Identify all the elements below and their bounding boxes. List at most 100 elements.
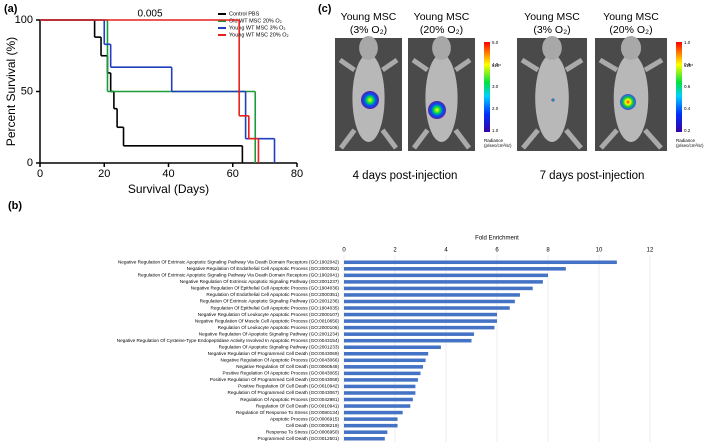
- bar: [344, 430, 388, 434]
- colorbar-tick: 5.0: [492, 40, 499, 45]
- luminescence-signal: [551, 98, 555, 102]
- x-tick-label: 10: [596, 248, 603, 254]
- bar: [344, 280, 543, 284]
- legend-label: Young WT MSC 20% O₂: [229, 32, 289, 38]
- annotation: 0.005: [137, 9, 162, 20]
- caption: 4 days post-injection: [353, 170, 458, 182]
- luminescence-signal: [428, 101, 446, 119]
- category-label: Regulation Of Cell Death (GO:0010941): [256, 403, 340, 408]
- category-label: Regulation Of Extrinsic Apoptotic Signal…: [138, 273, 340, 278]
- bar: [344, 306, 510, 310]
- colorbar-unit: Radiance: [484, 138, 504, 143]
- x-tick-label: 40: [162, 168, 174, 180]
- category-label: Regulation Of Programmed Cell Death (GO:…: [227, 390, 339, 395]
- colorbar-exponent: x10⁸: [684, 63, 693, 68]
- category-label: Negative Regulation Of Leukocyte Apoptot…: [198, 312, 340, 317]
- category-label: Apoptotic Process (GO:0006915): [270, 416, 339, 421]
- category-label: Positive Regulation Of Cell Death (GO:00…: [238, 384, 339, 389]
- mouse-leg: [381, 57, 399, 73]
- x-tick-label: 0: [342, 248, 346, 254]
- category-label: Regulation Of Epithelial Cell Apoptotic …: [211, 305, 340, 310]
- mouse-leg: [598, 57, 619, 73]
- category-label: Negative Regulation Of Endothelial Cell …: [187, 266, 340, 271]
- colorbar-unit: (p/sec/cm²/sr): [676, 143, 704, 148]
- mouse-head: [542, 36, 562, 60]
- category-label: Regulation Of Apoptotic Process (GO:0042…: [240, 397, 339, 402]
- x-tick-label: 8: [546, 248, 550, 254]
- category-label: Negative Regulation Of Apoptotic Process…: [220, 358, 339, 363]
- y-tick-label: 0: [27, 157, 33, 169]
- category-label: Response To Stress (GO:0006950): [266, 429, 340, 434]
- mouse-leg: [599, 128, 619, 150]
- y-tick-label: 100: [15, 14, 33, 26]
- bar: [344, 260, 617, 265]
- mouse-leg: [564, 57, 584, 73]
- category-label: Regulation Of Endothelial Cell Apoptotic…: [206, 292, 339, 297]
- bar: [344, 365, 424, 369]
- colorbar-unit: (p/sec/cm²/sr): [484, 143, 512, 148]
- bar: [344, 273, 548, 278]
- bar: [344, 338, 472, 343]
- colorbar: [676, 42, 682, 132]
- image-subtitle: (20% O₂): [609, 24, 652, 36]
- category-label: Negative Regulation Of Apoptotic Signali…: [199, 331, 340, 336]
- category-label: Negative Regulation Of Cell Death (GO:00…: [236, 364, 339, 369]
- image-title: Young MSC: [341, 11, 397, 23]
- mouse-leg: [339, 128, 357, 150]
- category-label: Negative Regulation Of Muscle Cell Apopt…: [195, 318, 340, 323]
- mouse-head: [432, 36, 451, 60]
- panel-label: (c): [318, 3, 332, 15]
- mouse-leg: [453, 128, 471, 150]
- category-label: Positive Regulation Of Programmed Cell D…: [210, 377, 340, 382]
- bar: [344, 312, 497, 317]
- y-tick-label: 50: [21, 85, 33, 97]
- category-label: Programmed Cell Death (GO:0012501): [257, 436, 339, 441]
- image-subtitle: (3% O₂): [350, 24, 387, 36]
- bar: [344, 267, 566, 271]
- image-title: Young MSC: [524, 11, 580, 23]
- x-tick-label: 0: [37, 168, 43, 180]
- x-tick-label: 2: [393, 248, 397, 254]
- image-title: Young MSC: [603, 11, 659, 23]
- mouse-leg: [520, 57, 540, 73]
- mouse-leg: [643, 128, 663, 150]
- axis-title: Fold Enrichment: [475, 236, 519, 242]
- colorbar-tick: 1.0: [492, 128, 499, 133]
- category-label: Regulation Of Apoptotic Signaling Pathwa…: [219, 344, 340, 349]
- luminescence-signal: [620, 94, 636, 110]
- bar: [344, 371, 421, 376]
- bar: [344, 391, 416, 395]
- bar: [344, 352, 429, 356]
- legend-label: Control PBS: [229, 11, 260, 17]
- mouse-head: [620, 36, 642, 60]
- category-label: Regulation Of Extrinsic Apoptotic Signal…: [200, 299, 340, 304]
- mouse-body: [425, 54, 458, 142]
- colorbar: [484, 42, 490, 132]
- panel-label: (b): [8, 200, 22, 212]
- colorbar-tick: 0.4: [684, 106, 691, 111]
- category-label: Negative Regulation Of Cysteine-Type End…: [117, 338, 340, 343]
- category-label: Cell Death (GO:0008219): [286, 423, 340, 428]
- image-subtitle: (20% O₂): [420, 24, 463, 36]
- bar: [344, 358, 426, 363]
- colorbar-tick: 0.2: [684, 128, 691, 133]
- mouse-leg: [643, 57, 664, 73]
- x-axis-title: Survival (Days): [128, 182, 209, 196]
- x-tick-label: 4: [444, 248, 448, 254]
- caption: 7 days post-injection: [540, 170, 645, 182]
- bar: [344, 436, 385, 441]
- legend-label: Old WT MSC 20% O₂: [229, 18, 282, 24]
- x-tick-label: 12: [647, 248, 654, 254]
- mouse-body: [535, 54, 569, 142]
- x-tick-label: 6: [495, 248, 499, 254]
- category-label: Negative Regulation Of Extrinsic Apoptot…: [118, 260, 340, 265]
- x-tick-label: 20: [98, 168, 110, 180]
- bar: [344, 410, 403, 415]
- bar: [344, 417, 398, 421]
- bar: [344, 423, 398, 428]
- colorbar-unit: Radiance: [676, 138, 696, 143]
- y-axis-title: Percent Survival (%): [4, 37, 18, 146]
- panel-label: (a): [4, 3, 18, 15]
- luminescence-signal: [361, 91, 379, 109]
